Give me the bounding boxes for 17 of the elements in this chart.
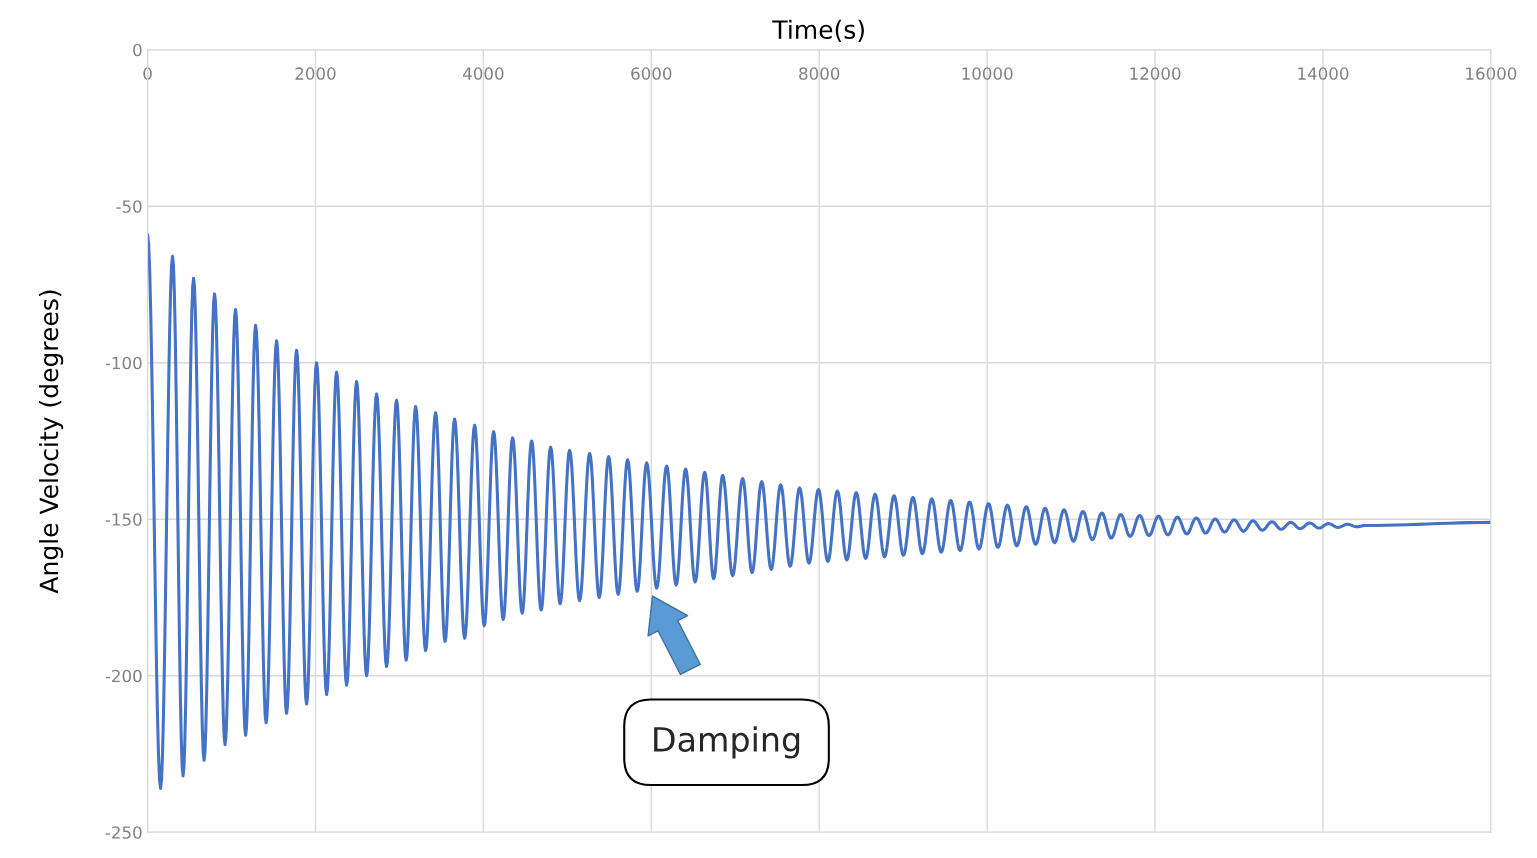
- x-tick-label: 8000: [799, 67, 840, 80]
- y-tick-label: -250: [105, 826, 142, 839]
- x-axis-title: Time(s): [772, 19, 864, 42]
- y-tick-label: -200: [105, 669, 142, 683]
- x-tick-label: 6000: [631, 67, 672, 80]
- x-tick-label: 14000: [1298, 67, 1349, 80]
- y-tick-label: 0: [133, 43, 142, 57]
- x-tick-label: 12000: [1130, 67, 1181, 80]
- x-tick-label: 16000: [1466, 67, 1517, 80]
- x-tick-label: 2000: [295, 67, 336, 80]
- y-tick-label: -150: [105, 513, 142, 526]
- x-tick-label: 4000: [462, 67, 504, 80]
- y-tick-label: -100: [105, 356, 142, 370]
- y-axis-title: Angle Velocity (degrees): [39, 290, 64, 594]
- x-tick-label: 10000: [962, 67, 1013, 80]
- annotation: Damping: [654, 726, 800, 759]
- y-tick-label: -50: [116, 200, 142, 213]
